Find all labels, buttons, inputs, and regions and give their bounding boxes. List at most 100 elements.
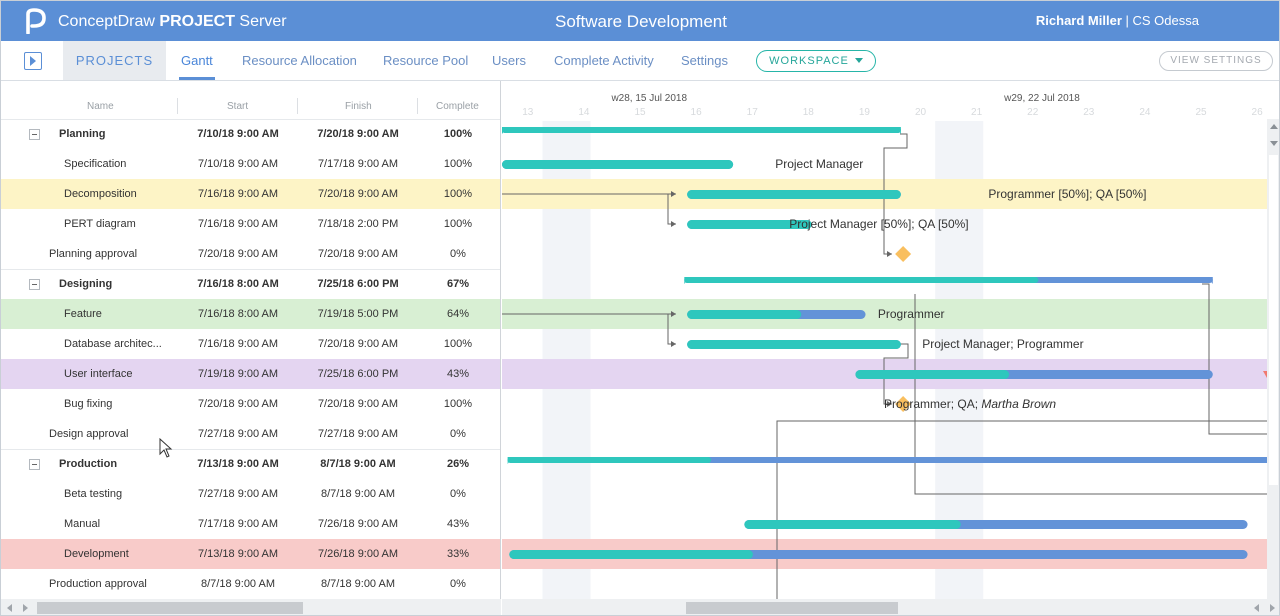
task-progress-bar[interactable] [687,190,901,199]
task-progress-bar[interactable] [687,340,901,349]
gantt-chart-canvas [502,121,1267,599]
scroll-right-icon[interactable] [1270,604,1275,612]
table-row[interactable]: Production approval 8/7/18 9:00 AM 8/7/18 … [1,569,500,599]
column-divider[interactable] [417,98,418,114]
mouse-cursor-icon [159,438,173,458]
column-divider[interactable] [177,98,178,114]
scroll-right-icon[interactable] [23,604,28,612]
summary-bar-cap [502,127,507,134]
table-row[interactable]: Production 7/13/18 9:00 AM 8/7/18 9:00 AM 2… [1,449,500,479]
collapse-icon[interactable] [29,129,40,140]
summary-bar-cap [684,277,690,284]
task-name-cell: Planning [59,128,106,140]
dependency-link[interactable] [1202,283,1267,435]
column-header-start[interactable]: Start [227,101,249,112]
column-header-name[interactable]: Name [87,101,114,112]
dependency-link[interactable] [914,294,1267,495]
link-arrow-icon [671,311,676,317]
workspace-button[interactable]: WORKSPACE [756,50,876,72]
tab-settings[interactable]: Settings [681,53,728,68]
organization-name[interactable]: CS Odessa [1132,13,1199,28]
table-row[interactable]: Manual 7/17/18 9:00 AM 7/26/18 9:00 AM 43% [1,509,500,539]
vertical-scroll-thumb[interactable] [1269,155,1278,485]
table-row[interactable]: Feature 7/16/18 8:00 AM 7/19/18 5:00 PM 64% [1,299,500,329]
task-name-cell: Production [59,458,118,470]
collapse-icon[interactable] [29,279,40,290]
app-name-regular: ConceptDraw [58,13,155,30]
table-row[interactable]: PERT diagram 7/16/18 9:00 AM 7/18/18 2:00 … [1,209,500,239]
dependency-link[interactable] [883,343,909,405]
day-label: 25 [1195,107,1207,118]
user-info[interactable]: Richard Miller | CS Odessa [1036,13,1199,28]
view-settings-button[interactable]: VIEW SETTINGS [1159,51,1273,71]
task-name-cell: Production approval [49,578,147,590]
task-progress-bar[interactable] [687,220,812,229]
resource-person: Martha Brown [981,397,1057,411]
task-progress-bar[interactable] [744,520,961,529]
task-finish-cell: 7/25/18 6:00 PM [317,368,399,380]
conceptdraw-logo-icon[interactable] [23,8,47,34]
task-progress-bar[interactable] [684,277,1039,283]
task-complete-cell: 43% [446,518,470,530]
scroll-left-icon[interactable] [1254,604,1259,612]
vertical-scrollbar[interactable] [1267,119,1279,599]
grid-header: Name Start Finish Complete [1,81,500,119]
tab-resource-allocation[interactable]: Resource Allocation [242,53,357,68]
task-start-cell: 7/16/18 9:00 AM [197,218,279,230]
grid-horizontal-scrollbar[interactable] [1,599,501,615]
milestone-diamond-icon[interactable] [895,396,912,412]
scroll-down-icon[interactable] [1270,141,1278,146]
tab-complete-activity[interactable]: Complete Activity [554,53,654,68]
task-progress-bar[interactable] [509,550,753,559]
milestone-diamond-icon[interactable] [895,246,912,262]
table-row[interactable]: Database architec... 7/16/18 9:00 AM 7/20/… [1,329,500,359]
dependency-link[interactable] [883,133,908,255]
collapse-icon[interactable] [29,459,40,470]
nav-projects[interactable]: PROJECTS [63,41,166,80]
table-row[interactable]: User interface 7/19/18 9:00 AM 7/25/18 6:0… [1,359,500,389]
table-row[interactable]: Planning approval 7/20/18 9:00 AM 7/20/18 … [1,239,500,269]
task-start-cell: 8/7/18 9:00 AM [201,578,275,590]
task-name-cell: Feature [64,308,102,320]
table-row[interactable]: Decomposition 7/16/18 9:00 AM 7/20/18 9:00… [1,179,500,209]
task-progress-bar[interactable] [687,310,802,319]
tab-users[interactable]: Users [492,53,526,68]
column-header-complete[interactable]: Complete [436,101,479,112]
task-complete-cell: 100% [443,188,473,200]
task-finish-cell: 7/20/18 9:00 AM [317,128,399,140]
dependency-link[interactable] [776,420,1267,599]
resource-label: Programmer; QA; Martha Brown [884,397,1056,411]
task-complete-cell: 0% [450,248,466,260]
task-finish-cell: 7/18/18 2:00 PM [317,218,399,230]
task-progress-bar[interactable] [502,160,734,169]
task-name-cell: Manual [64,518,101,530]
column-divider[interactable] [297,98,298,114]
chart-scroll-thumb[interactable] [686,602,898,614]
link-arrow-icon [887,251,892,257]
grid-scroll-thumb[interactable] [37,602,303,614]
chart-horizontal-scrollbar[interactable] [502,599,1279,615]
sidebar-toggle-icon[interactable] [24,52,42,70]
resource-label: Project Manager [775,157,863,171]
table-row[interactable]: Planning 7/10/18 9:00 AM 7/20/18 9:00 AM 10… [1,119,500,149]
task-start-cell: 7/27/18 9:00 AM [197,428,279,440]
column-header-finish[interactable]: Finish [345,101,372,112]
tab-gantt[interactable]: Gantt [179,41,215,80]
task-start-cell: 7/16/18 9:00 AM [197,338,279,350]
task-progress-bar[interactable] [507,457,712,463]
table-row[interactable]: Bug fixing 7/20/18 9:00 AM 7/20/18 9:00 AM… [1,389,500,419]
user-name[interactable]: Richard Miller [1035,13,1122,28]
table-row[interactable]: Beta testing 7/27/18 9:00 AM 8/7/18 9:00 A… [1,479,500,509]
task-finish-cell: 7/17/18 9:00 AM [317,158,399,170]
tab-resource-pool[interactable]: Resource Pool [383,53,469,68]
task-progress-bar[interactable] [502,127,901,133]
scroll-left-icon[interactable] [7,604,12,612]
task-progress-bar[interactable] [855,370,1010,379]
table-row[interactable]: Designing 7/16/18 8:00 AM 7/25/18 6:00 PM 6… [1,269,500,299]
table-row[interactable]: Development 7/13/18 9:00 AM 7/26/18 9:00 A… [1,539,500,569]
link-arrow-icon [887,401,892,407]
table-row[interactable]: Design approval 7/27/18 9:00 AM 7/27/18 9:… [1,419,500,449]
scroll-up-icon[interactable] [1270,124,1278,129]
table-row[interactable]: Specification 7/10/18 9:00 AM 7/17/18 9:00… [1,149,500,179]
